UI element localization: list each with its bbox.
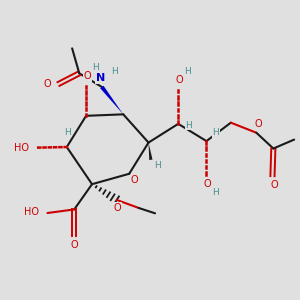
Text: H: H xyxy=(64,128,71,137)
Text: H: H xyxy=(184,67,191,76)
Text: O: O xyxy=(70,239,78,250)
Text: O: O xyxy=(270,180,278,190)
Text: O: O xyxy=(44,79,51,89)
Text: H: H xyxy=(111,67,118,76)
Text: O: O xyxy=(176,75,183,85)
Text: HO: HO xyxy=(14,142,29,153)
Text: H: H xyxy=(154,161,161,170)
Text: H: H xyxy=(213,128,219,137)
Text: O: O xyxy=(131,175,138,185)
Text: N: N xyxy=(96,73,105,83)
Text: H: H xyxy=(213,188,219,197)
Text: O: O xyxy=(254,119,262,129)
Polygon shape xyxy=(148,142,152,160)
Text: O: O xyxy=(83,71,91,81)
Text: O: O xyxy=(204,179,212,189)
Text: H: H xyxy=(92,64,99,73)
Text: H: H xyxy=(185,121,192,130)
Text: HO: HO xyxy=(24,207,39,218)
Polygon shape xyxy=(100,86,123,114)
Text: O: O xyxy=(113,203,121,213)
